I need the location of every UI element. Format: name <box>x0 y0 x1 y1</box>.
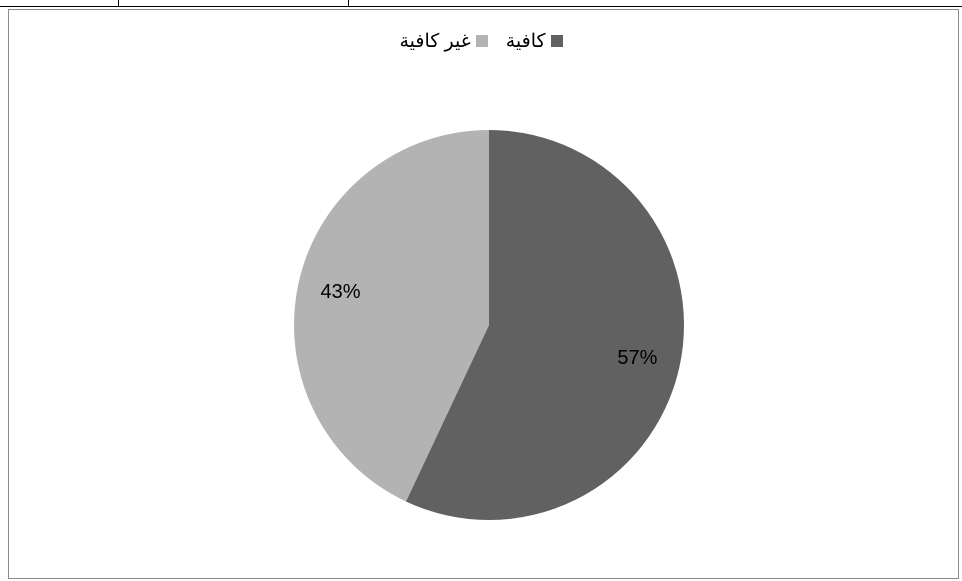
legend-item-sufficient: كافية <box>506 32 563 51</box>
legend-label-sufficient: كافية <box>505 30 546 52</box>
pie-slices <box>294 130 685 520</box>
pie-slice-insufficient <box>294 130 489 502</box>
chart-legend: كافية غير كافية <box>0 28 962 54</box>
legend-item-insufficient: غير كافية <box>399 30 488 52</box>
data-label-sufficient: 57% <box>617 347 657 369</box>
legend-swatch-insufficient <box>475 35 488 47</box>
table-divider <box>118 0 119 6</box>
data-label-insufficient: 43% <box>321 281 361 303</box>
legend-label-insufficient: غير كافية <box>399 30 471 52</box>
pie-slice-sufficient <box>405 130 685 520</box>
table-divider <box>348 0 349 6</box>
top-table-border <box>0 0 962 7</box>
pie-data-labels: 57% 43% <box>321 281 658 369</box>
legend-swatch-sufficient <box>550 35 563 47</box>
